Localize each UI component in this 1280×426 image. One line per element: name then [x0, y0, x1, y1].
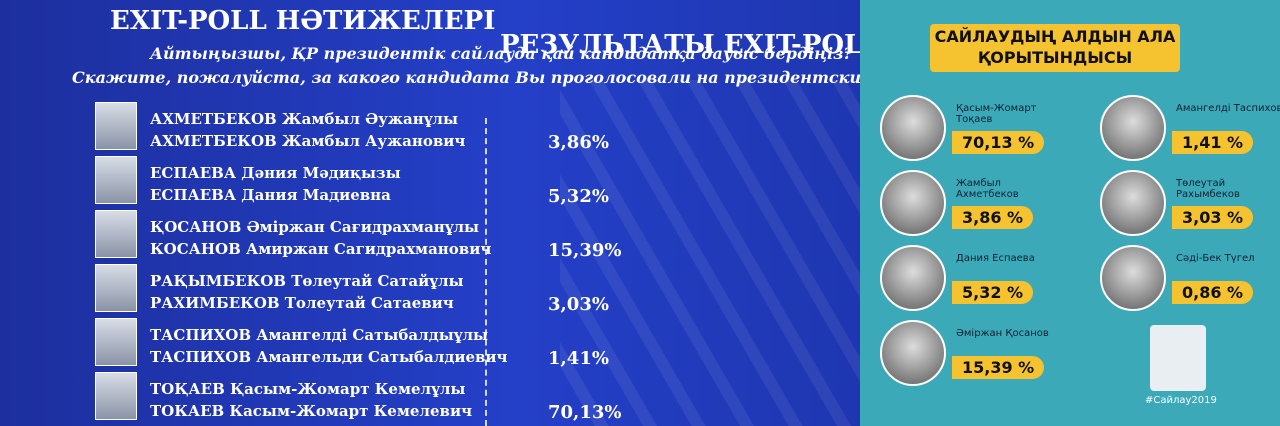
candidate-photo: [95, 156, 137, 204]
candidate-name: Жамбыл Ахметбеков: [956, 178, 1019, 200]
stripes: [560, 80, 860, 426]
name-kz: ТОҚАЕВ Қасым-Жомарт Кемелұлы: [150, 380, 466, 398]
candidate-name: Әміржан Қосанов: [956, 328, 1049, 339]
candidate-photo: [1100, 245, 1166, 311]
result: 15,39%: [548, 240, 622, 261]
candidate-photo: [95, 264, 137, 312]
result-badge: 15,39 %: [952, 356, 1045, 379]
candidate-name: Дания Еспаева: [956, 253, 1035, 264]
title-ru: РЕЗУЛЬТАТЫ EXIT-POLL: [500, 30, 860, 60]
candidate-photo: [95, 318, 137, 366]
exit-poll-photo: EXIT-POLL НӘТИЖЕЛЕРІ РЕЗУЛЬТАТЫ EXIT-POL…: [0, 0, 860, 426]
name-kz: АХМЕТБЕКОВ Жамбыл Әужанұлы: [150, 110, 459, 128]
name-kz: ҚОСАНОВ Әміржан Сағидрахманұлы: [150, 218, 480, 236]
name-ru: АХМЕТБЕКОВ Жамбыл Аужанович: [150, 132, 466, 150]
name-kz: ЕСПАЕВА Дәния Мәдиқызы: [150, 164, 401, 182]
result: 70,13%: [548, 402, 622, 423]
candidate-photo: [95, 102, 137, 150]
name-kz: ТАСПИХОВ Амангелді Сатыбалдыұлы: [150, 326, 489, 344]
ballot-box: [1150, 325, 1206, 391]
question-kz: Айтыңызшы, ҚР президентік сайлауда қай к…: [150, 44, 853, 63]
divider: [485, 118, 487, 426]
name-ru: КОСАНОВ Амиржан Сагидрахманович: [150, 240, 492, 258]
candidate-photo: [95, 210, 137, 258]
candidate-photo: [1100, 170, 1166, 236]
candidate-photo: [880, 320, 946, 386]
title-kz: EXIT-POLL НӘТИЖЕЛЕРІ: [110, 6, 496, 36]
candidate-name: Төлеутай Рахымбеков: [1176, 178, 1240, 200]
result: 5,32%: [548, 186, 609, 207]
result-badge: 3,86 %: [952, 206, 1034, 229]
result-badge: 70,13 %: [952, 131, 1045, 154]
result-badge: 1,41 %: [1172, 131, 1254, 154]
candidate-name: Амангелді Таспихов: [1176, 103, 1280, 114]
candidate-name: Сәді-Бек Түгел: [1176, 253, 1255, 264]
candidate-name: Қасым-Жомарт Тоқаев: [956, 103, 1037, 125]
candidate-photo: [880, 170, 946, 236]
result: 3,03%: [548, 294, 609, 315]
result: 3,86%: [548, 132, 609, 153]
name-ru: РАХИМБЕКОВ Толеутай Сатаевич: [150, 294, 454, 312]
candidate-photo: [880, 245, 946, 311]
name-ru: ТОКАЕВ Касым-Жомарт Кемелевич: [150, 402, 473, 420]
hashtag: #Сайлау2019: [1145, 395, 1217, 406]
result: 1,41%: [548, 348, 609, 369]
result-badge: 0,86 %: [1172, 281, 1254, 304]
candidate-photo: [1100, 95, 1166, 161]
name-kz: РАҚЫМБЕКОВ Төлеутай Сатайұлы: [150, 272, 464, 290]
candidate-photo: [95, 372, 137, 420]
info-title: САЙЛАУДЫҢ АЛДЫН АЛА ҚОРЫТЫНДЫСЫ: [930, 24, 1180, 72]
name-ru: ЕСПАЕВА Дания Мадиевна: [150, 186, 391, 204]
question-ru: Скажите, пожалуйста, за какого кандидата…: [72, 68, 860, 87]
candidate-photo: [880, 95, 946, 161]
result-badge: 3,03 %: [1172, 206, 1254, 229]
infographic: САЙЛАУДЫҢ АЛДЫН АЛА ҚОРЫТЫНДЫСЫ Қасым-Жо…: [860, 0, 1280, 426]
result-badge: 5,32 %: [952, 281, 1034, 304]
name-ru: ТАСПИХОВ Амангельди Сатыбалдиевич: [150, 348, 508, 366]
